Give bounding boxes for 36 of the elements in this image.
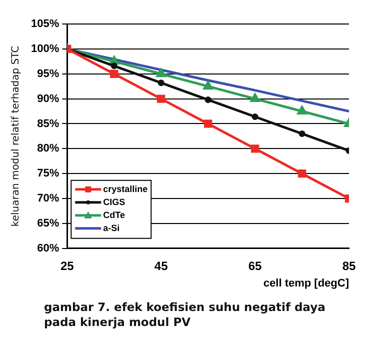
y-tick-label: 70% — [37, 192, 60, 205]
point — [204, 96, 212, 104]
point — [298, 130, 306, 137]
y-axis-title: keluaran modul relatif terhadap STC — [10, 46, 22, 227]
legend-label: CdTe — [103, 210, 125, 220]
x-tick-label: 85 — [342, 258, 356, 273]
y-tick-label: 65% — [37, 218, 60, 230]
point — [250, 144, 260, 153]
legend-label: crystalline — [103, 184, 148, 194]
point — [156, 68, 166, 78]
y-tick-label: 85% — [37, 118, 60, 130]
point — [158, 80, 164, 86]
y-tick-label: 105% — [30, 18, 60, 30]
y-tick-label: 80% — [37, 142, 60, 155]
point — [204, 120, 212, 128]
text: gambar 7. efek koefisien suhu negatif daya pada kinerja modul PV — [44, 300, 326, 330]
point — [297, 106, 307, 115]
y-tick-label: 75% — [37, 168, 60, 180]
point — [109, 56, 119, 65]
legend-label: a-Si — [103, 222, 120, 233]
y-tick-label: 90% — [37, 92, 60, 105]
legend-label: CIGS — [103, 196, 126, 207]
x-tick-label: 65 — [248, 258, 262, 273]
point — [203, 81, 213, 90]
y-tick-label: 95% — [37, 68, 60, 80]
y-tick-label: 60% — [37, 242, 60, 254]
x-tick-label: 45 — [154, 258, 168, 273]
point — [110, 70, 118, 78]
point — [110, 62, 118, 70]
x-tick-label: 25 — [60, 258, 74, 273]
y-tick-label: 100% — [30, 42, 60, 55]
point — [157, 94, 166, 103]
point — [250, 94, 260, 102]
x-axis-title: cell temp [degC] — [263, 277, 350, 290]
point — [298, 170, 306, 178]
point — [252, 114, 258, 120]
